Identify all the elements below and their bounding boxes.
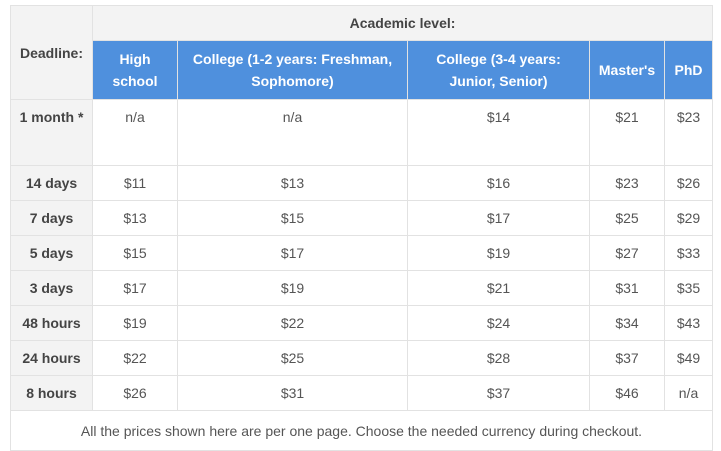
- footer-note: All the prices shown here are per one pa…: [10, 410, 713, 451]
- price-cell: $16: [407, 165, 590, 201]
- table-row: 3 days $17 $19 $21 $31 $35: [10, 270, 713, 306]
- deadline-cell: 3 days: [10, 270, 93, 306]
- price-cell: $26: [664, 165, 713, 201]
- price-cell: n/a: [177, 99, 408, 166]
- price-cell: $19: [407, 235, 590, 271]
- table-row: 5 days $15 $17 $19 $27 $33: [10, 235, 713, 271]
- deadline-cell: 8 hours: [10, 375, 93, 411]
- price-table: Deadline: Academic level: High school Co…: [10, 5, 713, 451]
- table-row: 7 days $13 $15 $17 $25 $29: [10, 200, 713, 236]
- price-cell: $21: [589, 99, 665, 166]
- table-row: 24 hours $22 $25 $28 $37 $49: [10, 340, 713, 376]
- price-cell: $23: [589, 165, 665, 201]
- price-cell: $17: [177, 235, 408, 271]
- price-cell: $33: [664, 235, 713, 271]
- table-row: 14 days $11 $13 $16 $23 $26: [10, 165, 713, 201]
- price-cell: $15: [177, 200, 408, 236]
- price-cell: $23: [664, 99, 713, 166]
- price-cell: $17: [407, 200, 590, 236]
- level-masters: Master's: [589, 40, 665, 100]
- price-cell: $29: [664, 200, 713, 236]
- price-cell: $31: [589, 270, 665, 306]
- price-cell: $11: [92, 165, 178, 201]
- price-cell: $27: [589, 235, 665, 271]
- table-row: 48 hours $19 $22 $24 $34 $43: [10, 305, 713, 341]
- deadline-cell: 5 days: [10, 235, 93, 271]
- academic-level-header: Academic level:: [92, 5, 713, 41]
- deadline-cell: 24 hours: [10, 340, 93, 376]
- price-cell: $35: [664, 270, 713, 306]
- price-cell: n/a: [92, 99, 178, 166]
- deadline-cell: 7 days: [10, 200, 93, 236]
- deadline-header: Deadline:: [10, 5, 93, 100]
- level-college-3-4: College (3-4 years: Junior, Senior): [407, 40, 590, 100]
- price-cell: $28: [407, 340, 590, 376]
- price-cell: $13: [92, 200, 178, 236]
- price-cell: $49: [664, 340, 713, 376]
- table-row: 1 month * n/a n/a $14 $21 $23: [10, 99, 713, 166]
- deadline-cell: 1 month *: [10, 99, 93, 166]
- price-cell: $22: [177, 305, 408, 341]
- deadline-cell: 14 days: [10, 165, 93, 201]
- level-header-row: High school College (1-2 years: Freshman…: [11, 40, 713, 100]
- price-cell: n/a: [664, 375, 713, 411]
- level-college-1-2: College (1-2 years: Freshman, Sophomore): [177, 40, 408, 100]
- price-cell: $37: [407, 375, 590, 411]
- price-cell: $13: [177, 165, 408, 201]
- price-cell: $24: [407, 305, 590, 341]
- price-cell: $37: [589, 340, 665, 376]
- price-cell: $34: [589, 305, 665, 341]
- price-cell: $17: [92, 270, 178, 306]
- price-cell: $25: [177, 340, 408, 376]
- price-cell: $19: [92, 305, 178, 341]
- price-cell: $15: [92, 235, 178, 271]
- level-phd: PhD: [664, 40, 713, 100]
- price-cell: $22: [92, 340, 178, 376]
- level-high-school: High school: [92, 40, 178, 100]
- price-cell: $31: [177, 375, 408, 411]
- deadline-cell: 48 hours: [10, 305, 93, 341]
- price-cell: $25: [589, 200, 665, 236]
- table-row: 8 hours $26 $31 $37 $46 n/a: [10, 375, 713, 411]
- price-cell: $21: [407, 270, 590, 306]
- price-cell: $43: [664, 305, 713, 341]
- price-cell: $46: [589, 375, 665, 411]
- price-cell: $19: [177, 270, 408, 306]
- price-cell: $26: [92, 375, 178, 411]
- price-cell: $14: [407, 99, 590, 166]
